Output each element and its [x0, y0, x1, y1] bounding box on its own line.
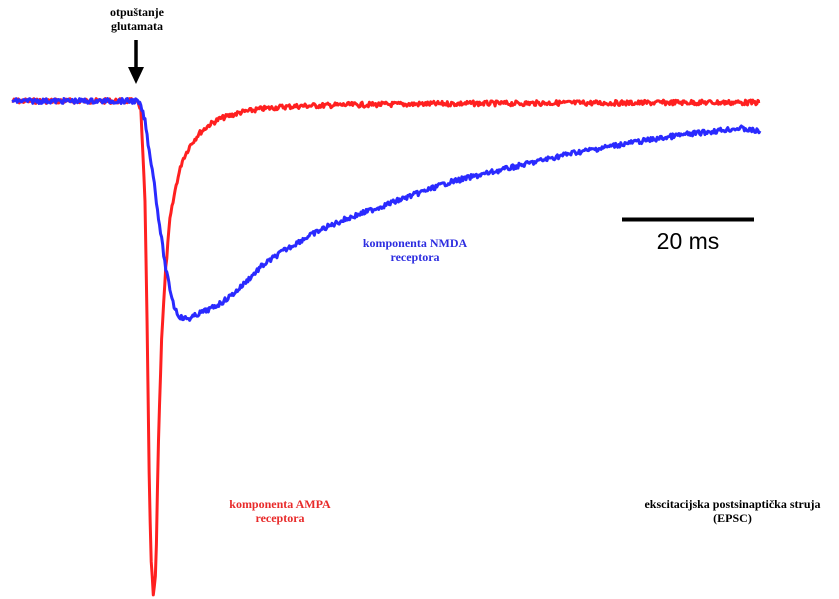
- glutamate-release-label: otpuštanje glutamata: [92, 5, 182, 33]
- epsc-label-line2: (EPSC): [713, 511, 752, 525]
- scale-bar-label: 20 ms: [656, 228, 720, 254]
- nmda-component-label-line1: komponenta NMDA: [362, 236, 468, 250]
- ampa-component-label-line2: receptora: [255, 511, 305, 525]
- glutamate-release-label-line2: glutamata: [111, 19, 163, 33]
- nmda-component-label: komponenta NMDA receptora: [340, 236, 490, 264]
- series-layer: [11, 97, 762, 597]
- ampa-component-label: komponenta AMPA receptora: [205, 497, 355, 525]
- nmda-trace: [11, 97, 762, 322]
- epsc-label: ekscitacijska postsinaptička struja (EPS…: [630, 497, 835, 525]
- release-arrow-icon: [128, 40, 144, 84]
- ampa-component-label-line1: komponenta AMPA: [229, 497, 331, 511]
- epsc-label-line1: ekscitacijska postsinaptička struja: [644, 497, 821, 511]
- nmda-component-label-line2: receptora: [390, 250, 440, 264]
- release-arrow-head: [128, 67, 144, 84]
- glutamate-release-label-line1: otpuštanje: [109, 5, 164, 19]
